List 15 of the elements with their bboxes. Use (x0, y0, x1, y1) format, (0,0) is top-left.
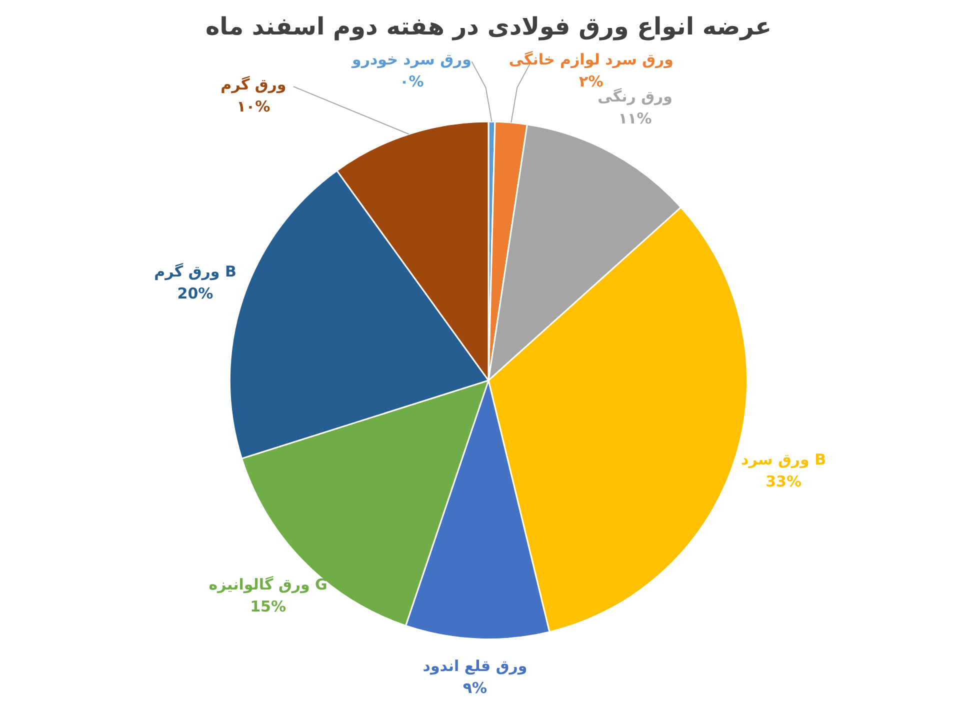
data-label: 15% (250, 598, 286, 616)
data-label: ۹% (462, 678, 488, 697)
slice-label: ورق سرد B (741, 450, 826, 469)
slice-label: ورق سرد لوازم خانگی (508, 50, 674, 68)
slice-label: ورق قلع اندود (422, 656, 528, 675)
slice-label: ورق سرد خودرو (351, 50, 472, 68)
slice-label: ورق گالوانیزه G (208, 576, 328, 594)
data-label: ۱۰% (236, 97, 270, 116)
slice-label: ورق گرم B (154, 262, 236, 280)
chart-title: عرضه انواع ورق فولادی در هفته دوم اسفند ماه (206, 12, 772, 41)
data-label: 33% (766, 472, 802, 491)
data-label: ۰% (400, 72, 424, 90)
data-label: 20% (177, 284, 214, 302)
data-label: ۱۱% (618, 109, 652, 128)
slice-label: ورق گرم (220, 75, 286, 94)
